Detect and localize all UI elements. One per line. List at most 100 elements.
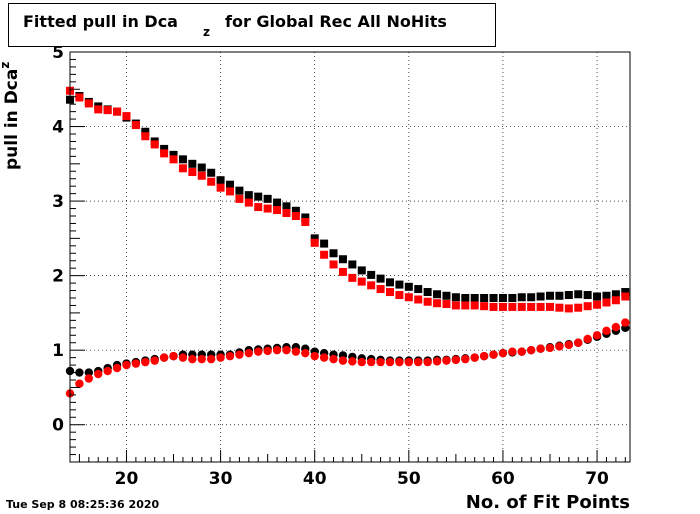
x-tick-label: 60 [491,469,515,489]
data-point [282,209,291,218]
data-point [320,239,329,248]
data-point [263,204,272,213]
data-point [442,291,451,300]
data-point [178,164,187,173]
data-point [207,177,216,186]
data-point [602,291,611,300]
data-point [244,198,253,207]
data-point [564,340,574,350]
data-point [244,191,253,200]
data-point [564,291,573,300]
data-point [338,255,347,264]
data-point [235,194,244,203]
data-point [583,302,592,311]
data-point [470,294,479,302]
y-tick-label: 1 [52,341,64,361]
data-point [423,357,432,367]
data-point [122,360,131,370]
series-1 [66,86,630,313]
data-point [480,302,489,311]
data-point [112,363,122,373]
data-point [225,351,235,361]
data-point [169,150,178,159]
data-point [272,345,282,355]
data-point [546,302,554,311]
data-point [188,354,197,364]
data-point [574,290,583,299]
data-point [461,294,470,302]
data-point [479,351,489,361]
data-point [178,353,188,362]
data-point [423,297,432,306]
data-point [329,354,338,364]
data-point [178,155,187,164]
y-axis-label-subscript: z [0,62,12,69]
data-point [291,206,300,215]
data-point [404,293,413,302]
y-tick-label: 0 [52,416,64,436]
data-point [113,107,122,116]
data-point [301,213,310,222]
data-point [141,357,150,367]
data-point [244,348,254,358]
data-point [517,302,526,311]
y-tick-label: 2 [52,267,64,287]
data-point [602,298,611,307]
series-3 [65,318,630,398]
data-point [273,206,282,215]
data-point [386,278,394,287]
data-point [207,168,216,177]
data-point [593,300,602,309]
data-point [404,282,413,291]
data-point [432,357,442,366]
data-point [301,217,310,226]
data-point [433,290,442,299]
series-0 [66,91,630,302]
data-points [65,86,630,398]
data-point [611,290,620,299]
data-point [169,351,178,361]
data-point [357,277,366,286]
data-point [376,357,385,367]
data-point [103,106,112,115]
data-point [536,344,545,353]
y-tick-label: 3 [52,192,64,212]
data-point [451,301,460,310]
data-point [131,121,140,130]
data-point [169,155,178,164]
data-point [84,368,94,377]
data-point [338,356,348,365]
data-point [235,350,244,359]
data-point [188,159,197,168]
x-tick-label: 40 [303,469,327,489]
data-point [160,149,169,158]
y-tick-label: 4 [52,118,64,138]
data-point [235,186,244,195]
data-point [555,291,564,300]
data-point [254,203,263,212]
data-point [498,294,507,302]
timestamp: Tue Sep 8 08:25:36 2020 [6,498,160,511]
data-point [216,176,225,185]
data-point [103,366,112,376]
data-point [197,163,206,172]
data-point [291,347,301,356]
data-point [545,343,555,353]
data-point [75,379,84,388]
data-point [583,291,592,300]
data-point [442,356,451,365]
data-point [319,353,329,362]
data-point [517,347,526,356]
data-point [216,353,225,362]
data-point [254,192,263,201]
data-point [489,350,498,359]
data-point [536,302,545,311]
data-point [395,357,404,367]
y-axis-label-main: pull in Dca [2,68,22,170]
data-point [508,294,517,302]
data-point [348,357,357,366]
data-point [94,105,103,114]
data-point [84,374,94,383]
data-point [329,249,338,258]
data-point [583,334,592,344]
